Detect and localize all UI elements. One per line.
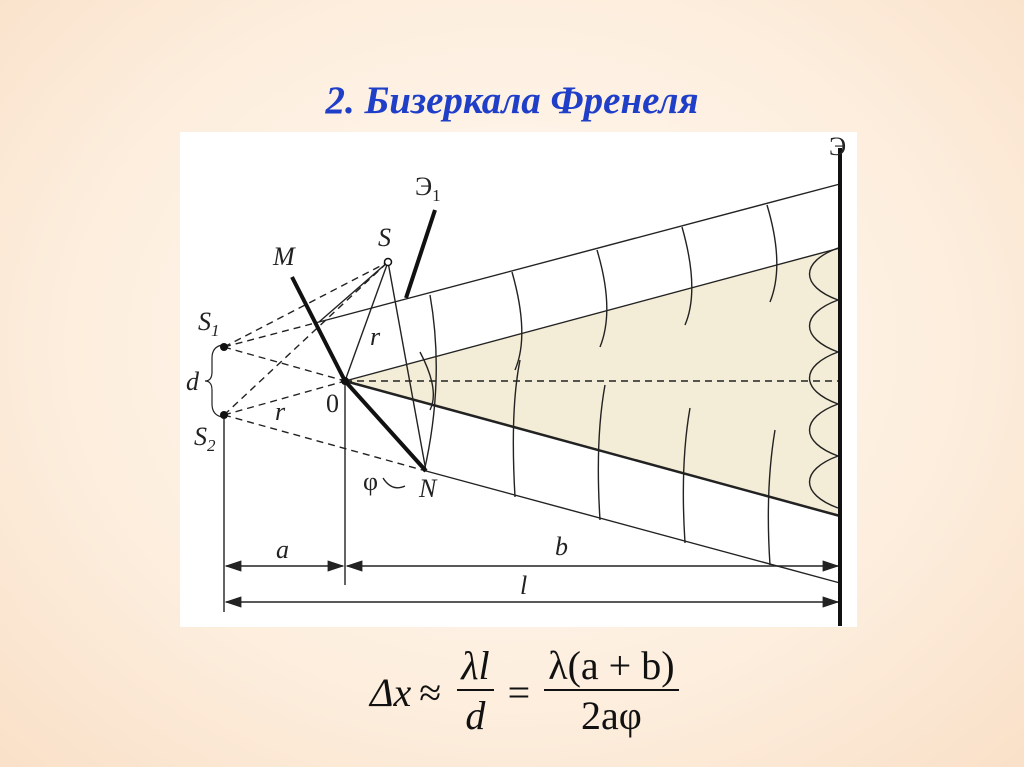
label-r-lower: r [275,397,286,426]
slide-title: 2. Бизеркала Френеля [325,79,699,122]
label-m: M [272,242,296,271]
fringe-spacing-formula: Δx ≈ λl d = λ(a + b) 2aφ [370,632,687,752]
formula-lhs: Δx [370,669,412,715]
fraction-2-denominator: 2aφ [580,693,642,738]
fringe-pattern [809,247,841,509]
ray-s-n [387,261,427,472]
label-d: d [186,367,200,396]
angle-arc [382,477,406,489]
label-a: a [276,535,289,564]
formula-approx: ≈ [419,669,442,715]
image-point-s2 [220,411,228,419]
label-l: l [520,571,527,600]
fraction-1-numerator: λl [457,643,494,691]
fraction-2-numerator: λ(a + b) [544,643,679,691]
label-n: N [418,474,438,503]
label-b: b [555,532,568,561]
label-e1: Э1 [415,172,441,205]
ray-s-o [344,261,389,382]
screen-e1 [404,209,437,299]
label-s: S [378,223,391,252]
label-r-upper: r [370,322,381,351]
label-s1: S1 [198,307,220,340]
interference-region [345,248,840,516]
upper-beam-edge [318,183,841,323]
source-point [383,257,393,267]
brace-d [204,344,223,418]
lower-beam-inner-edge [344,379,841,518]
label-origin: 0 [326,389,339,418]
mirror-on [343,379,428,473]
fraction-1-denominator: d [465,693,486,738]
image-point-s1 [220,343,228,351]
fraction-1: λl d [457,643,494,741]
label-phi: φ [363,467,378,496]
label-s2: S2 [194,422,216,455]
upper-beam-inner-edge [344,247,841,382]
mirror-om [290,276,347,382]
origin-point [341,377,349,385]
formula-equals: = [507,669,531,715]
wavefronts [419,204,778,566]
fraction-2: λ(a + b) 2aφ [544,643,679,741]
label-e: Э [829,132,846,161]
